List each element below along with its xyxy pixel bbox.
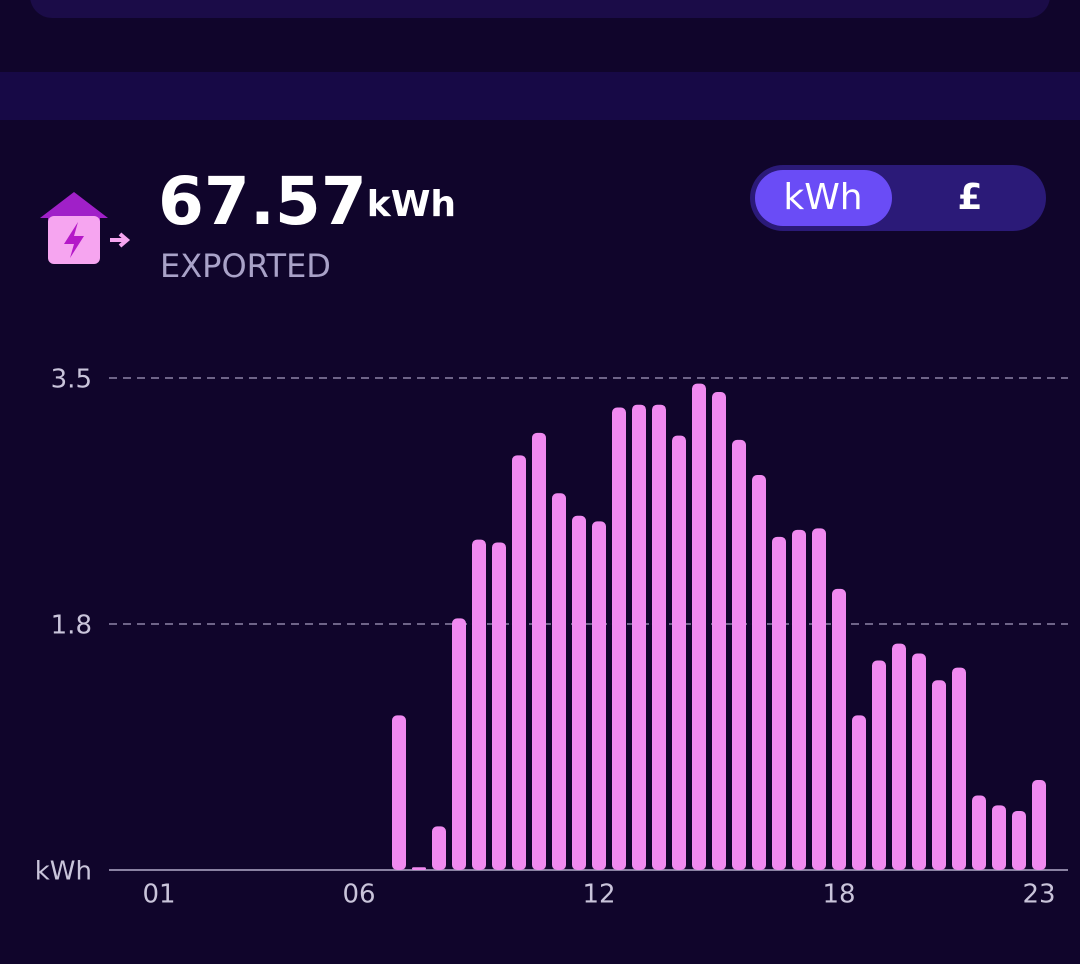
bar: [912, 653, 926, 870]
x-tick-label: 01: [142, 880, 175, 910]
bar: [832, 588, 846, 870]
bar: [1012, 810, 1026, 870]
x-tick-label: 18: [822, 880, 855, 910]
total-label: EXPORTED: [160, 247, 331, 285]
x-tick-label: 23: [1022, 880, 1055, 910]
bar: [672, 435, 686, 870]
bar: [572, 515, 586, 870]
x-tick-label: 12: [582, 880, 615, 910]
bar: [712, 392, 726, 870]
bar: [952, 667, 966, 870]
bar: [612, 407, 626, 870]
bar: [552, 493, 566, 870]
bar: [812, 528, 826, 870]
bar: [412, 867, 426, 870]
toggle-active: [755, 170, 892, 226]
bar: [892, 643, 906, 870]
y-tick-label: 1.8: [51, 611, 92, 641]
y-tick-label: 3.5: [51, 365, 92, 395]
toggle-option[interactable]: kWh: [783, 177, 862, 218]
section-band: [0, 72, 1080, 120]
bar: [472, 539, 486, 870]
bar: [752, 474, 766, 870]
total-number: 67.57: [158, 163, 367, 240]
bar: [692, 383, 706, 870]
bar: [852, 715, 866, 870]
export-icon: [40, 192, 131, 264]
total-unit: kWh: [367, 184, 456, 225]
bar: [592, 521, 606, 870]
unit-toggle[interactable]: kWh £: [750, 165, 1046, 231]
top-card: [30, 0, 1050, 18]
bar: [632, 404, 646, 870]
bar: [872, 660, 886, 870]
bar: [732, 439, 746, 870]
bar: [432, 826, 446, 870]
bar: [932, 680, 946, 870]
bar: [452, 618, 466, 870]
bar: [1032, 780, 1046, 870]
bar: [492, 542, 506, 870]
x-tick-label: 06: [342, 880, 375, 910]
bar: [792, 529, 806, 870]
bar: [972, 795, 986, 870]
total-value: 67.57kWh: [158, 163, 456, 240]
bar: [652, 404, 666, 870]
toggle-option[interactable]: £: [957, 177, 982, 218]
bar: [512, 455, 526, 870]
y-axis-label: kWh: [35, 857, 92, 887]
bar: [532, 432, 546, 870]
bar: [392, 715, 406, 870]
bar: [772, 536, 786, 870]
bar: [992, 805, 1006, 870]
